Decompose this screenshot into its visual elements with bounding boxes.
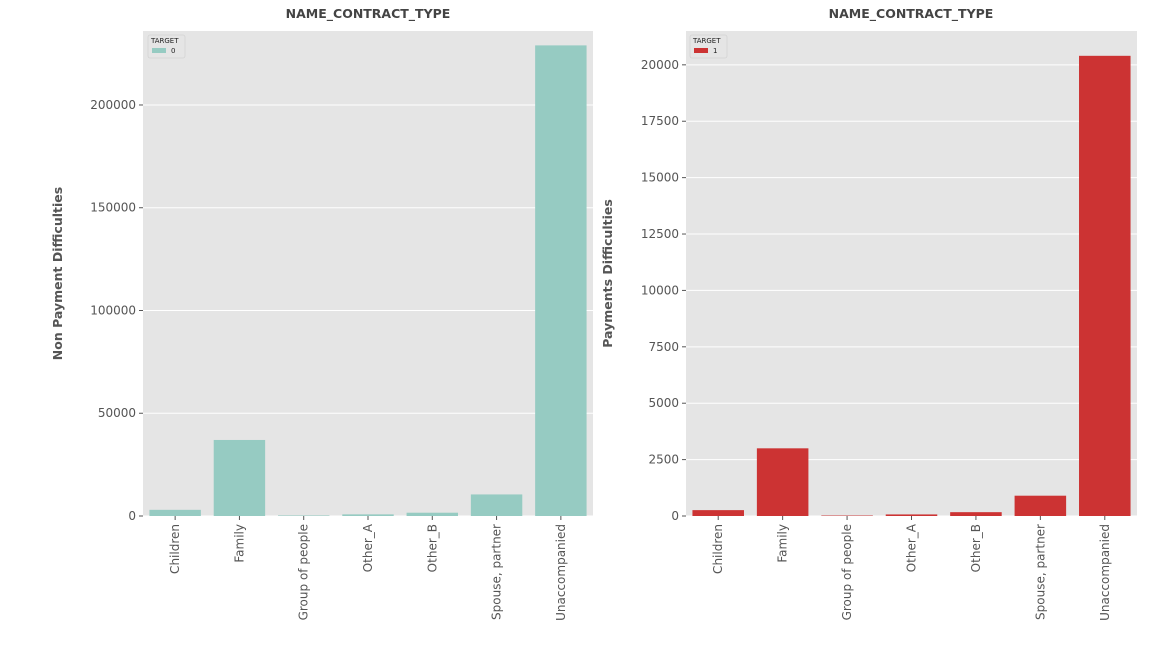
x-tick-label: Unaccompanied — [554, 524, 568, 621]
x-tick-label: Spouse, partner — [490, 524, 504, 620]
y-tick-label: 12500 — [641, 227, 679, 241]
chart-payments-difficulties: 0 2500 5000 7500 10000 12500 15000 17500 20000 Ch… — [600, 6, 1137, 621]
x-tick-label: Other_B — [425, 524, 439, 572]
x-tick-label: Unaccompanied — [1098, 524, 1112, 621]
x-tick-label: Children — [168, 524, 182, 574]
y-tick-label: 20000 — [641, 58, 679, 72]
bar-group-of-people — [278, 515, 330, 516]
y-tick-label: 0 — [671, 509, 679, 523]
bar-spouse-partner — [470, 494, 523, 516]
legend-swatch — [152, 48, 166, 53]
chart-non-payment-difficulties: 0 50000 100000 150000 200000 Children Family Gr… — [50, 6, 593, 621]
legend-title: TARGET — [150, 37, 179, 45]
y-axis-label: Payments Difficulties — [600, 199, 615, 348]
legend: TARGET 1 — [689, 34, 728, 59]
x-tick-label: Group of people — [297, 524, 311, 620]
y-tick-label: 50000 — [98, 406, 136, 420]
bar-family — [756, 448, 809, 516]
bar-children — [149, 509, 201, 516]
chart-title: NAME_CONTRACT_TYPE — [829, 6, 994, 22]
bar-family — [213, 439, 266, 516]
x-tick-label: Group of people — [840, 524, 854, 620]
x-tick-label: Children — [711, 524, 725, 574]
legend-label: 0 — [171, 47, 175, 55]
y-tick-label: 17500 — [641, 114, 679, 128]
legend: TARGET 0 — [147, 34, 186, 59]
plot-background — [143, 31, 593, 516]
chart-title: NAME_CONTRACT_TYPE — [286, 6, 451, 22]
y-tick-label: 200000 — [90, 98, 136, 112]
y-tick-label: 0 — [128, 509, 136, 523]
x-tick-label: Other_A — [361, 523, 375, 572]
y-tick-label: 5000 — [648, 396, 679, 410]
x-tick-label: Other_B — [969, 524, 983, 572]
legend-title: TARGET — [692, 37, 721, 45]
y-tick-label: 150000 — [90, 201, 136, 215]
bar-spouse-partner — [1014, 495, 1067, 516]
bar-unaccompanied — [1079, 55, 1131, 516]
y-tick-label: 15000 — [641, 171, 679, 185]
bar-other-b — [950, 512, 1002, 516]
y-tick-label: 10000 — [641, 283, 679, 297]
x-tick-label: Family — [232, 524, 246, 563]
y-tick-label: 2500 — [648, 453, 679, 467]
bar-other-a — [885, 514, 938, 516]
legend-label: 1 — [713, 47, 717, 55]
plot-background — [686, 31, 1137, 516]
x-tick-label: Spouse, partner — [1033, 524, 1047, 620]
bar-other-a — [342, 514, 394, 516]
y-tick-label: 100000 — [90, 303, 136, 317]
bar-other-b — [406, 512, 458, 516]
legend-swatch — [694, 48, 708, 53]
y-tick-label: 7500 — [648, 340, 679, 354]
bar-children — [692, 510, 744, 516]
x-tick-label: Family — [776, 524, 790, 563]
y-axis-label: Non Payment Difficulties — [50, 187, 65, 360]
bar-unaccompanied — [535, 45, 587, 517]
x-tick-label: Other_A — [905, 523, 919, 572]
